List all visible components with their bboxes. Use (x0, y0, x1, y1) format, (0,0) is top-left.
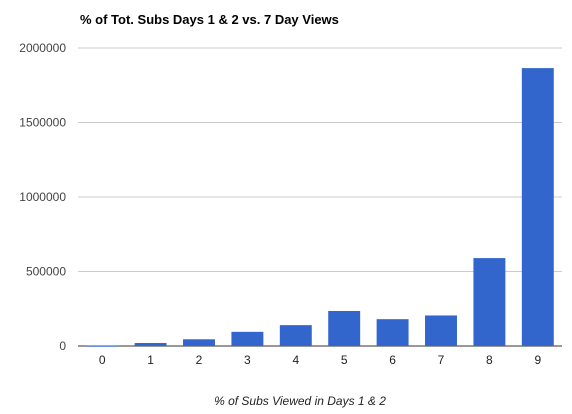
y-tick-label: 0 (59, 339, 66, 353)
bars (86, 68, 554, 347)
x-tick-label: 2 (196, 353, 203, 367)
bar-4 (279, 325, 312, 346)
chart-title: % of Tot. Subs Days 1 & 2 vs. 7 Day View… (80, 12, 339, 27)
bar-7 (425, 315, 457, 346)
bar-2 (183, 339, 215, 346)
x-axis-label: % of Subs Viewed in Days 1 & 2 (214, 394, 386, 408)
x-tick-label: 1 (147, 353, 154, 367)
y-axis-ticks: 0 500000 1000000 1500000 2000000 (19, 41, 66, 353)
bar-6 (376, 319, 409, 346)
x-tick-label: 4 (292, 353, 299, 367)
y-tick-label: 2000000 (19, 41, 66, 55)
bar-9 (521, 68, 554, 347)
x-tick-label: 5 (341, 353, 348, 367)
x-tick-label: 3 (244, 353, 251, 367)
bar-8 (473, 258, 506, 346)
y-tick-label: 1000000 (19, 190, 66, 204)
y-tick-label: 500000 (26, 265, 66, 279)
x-tick-label: 7 (438, 353, 445, 367)
y-tick-label: 1500000 (19, 116, 66, 130)
x-axis-ticks: 0 1 2 3 4 5 6 7 8 9 (99, 353, 542, 367)
x-tick-label: 0 (99, 353, 106, 367)
bar-0 (86, 345, 119, 347)
bar-3 (231, 331, 264, 346)
bar-5 (328, 310, 361, 346)
x-tick-label: 6 (389, 353, 396, 367)
x-tick-label: 9 (534, 353, 541, 367)
bar-1 (134, 343, 167, 346)
x-tick-label: 8 (486, 353, 493, 367)
